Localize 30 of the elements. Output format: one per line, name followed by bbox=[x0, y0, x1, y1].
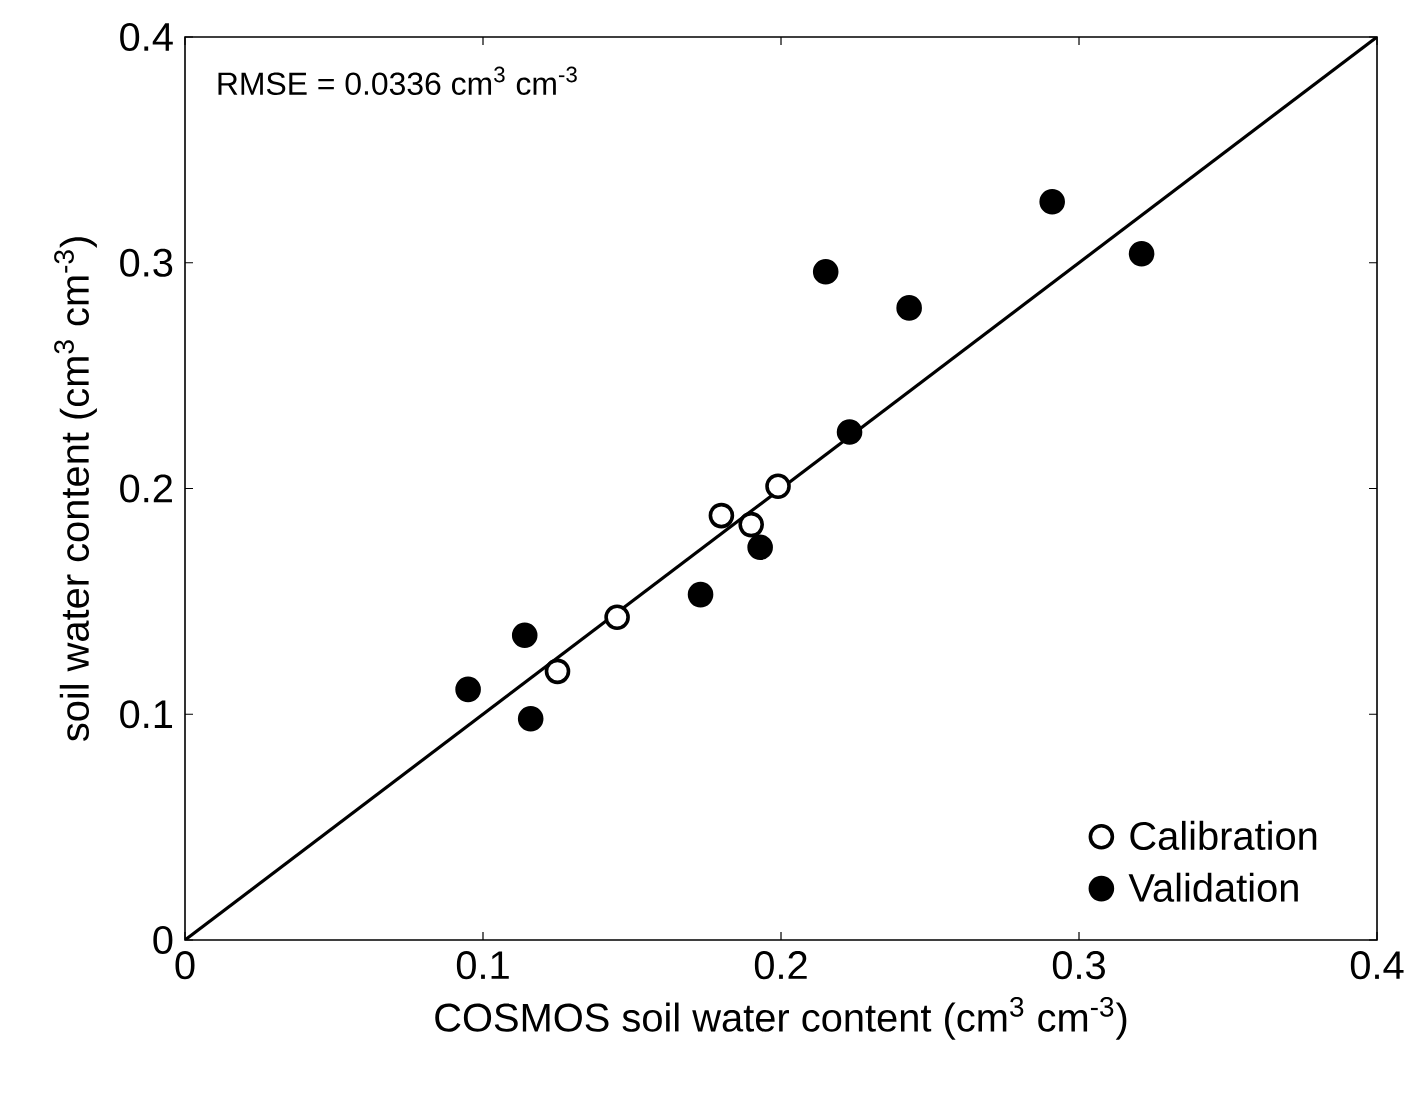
point bbox=[1039, 188, 1065, 215]
point bbox=[511, 622, 538, 649]
point bbox=[765, 473, 791, 500]
x-tick-label: 0.4 bbox=[1350, 951, 1404, 980]
point bbox=[708, 502, 735, 529]
y-tick-label: 0.4 bbox=[120, 22, 173, 52]
point bbox=[747, 534, 773, 560]
point bbox=[604, 604, 630, 630]
legend-label: Validation bbox=[1128, 872, 1298, 902]
y-tick-label: 0.2 bbox=[120, 474, 172, 503]
point bbox=[544, 658, 571, 685]
x-tick-label: 0.2 bbox=[754, 951, 807, 980]
point bbox=[738, 511, 764, 538]
point bbox=[517, 705, 544, 732]
x-tick-label: 0 bbox=[175, 951, 195, 980]
y-tick-label: 0.3 bbox=[120, 248, 173, 277]
point bbox=[812, 258, 839, 285]
point bbox=[455, 676, 481, 703]
point bbox=[687, 581, 714, 608]
x-axis-title: COSMOS soil water content (cm$^{3}$ cm$^{-3}$) bbox=[435, 996, 1127, 1040]
point bbox=[1128, 240, 1155, 267]
point bbox=[896, 295, 922, 321]
y-tick-label: 0.1 bbox=[120, 700, 173, 729]
x-tick-label: 0.3 bbox=[1052, 951, 1105, 980]
annotation: RMSE = 0.0336 cm$^{3}$ cm$^{-3}$ bbox=[218, 66, 577, 95]
legend-label: Calibration bbox=[1130, 820, 1317, 851]
y-axis-title: soil water content (cm$^{3}$ cm$^{-3}$) bbox=[54, 237, 97, 742]
y-tick-label: 0 bbox=[153, 925, 173, 955]
point bbox=[836, 419, 863, 445]
x-tick-label: 0.1 bbox=[456, 951, 509, 980]
